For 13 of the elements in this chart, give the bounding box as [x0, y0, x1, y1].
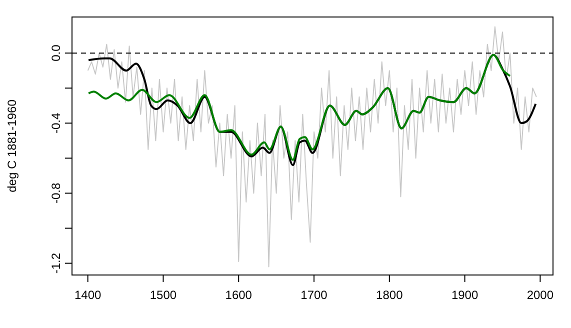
y-tick-label: -1.2: [49, 252, 63, 274]
x-tick-label: 1900: [451, 288, 478, 302]
x-tick-label: 1400: [74, 288, 102, 302]
x-tick-label: 2000: [526, 288, 554, 302]
x-tick-label: 1700: [300, 288, 328, 302]
y-tick-label: -0.8: [49, 182, 63, 204]
x-tick-label: 1500: [150, 288, 177, 302]
x-tick-label: 1600: [225, 288, 252, 302]
x-tick-label: 1800: [376, 288, 404, 302]
y-tick-label: 0.0: [49, 44, 63, 62]
line-series: [87, 26, 537, 268]
y-tick-label: -0.4: [49, 112, 63, 134]
y-axis-title: deg C 1881-1960: [5, 99, 19, 192]
